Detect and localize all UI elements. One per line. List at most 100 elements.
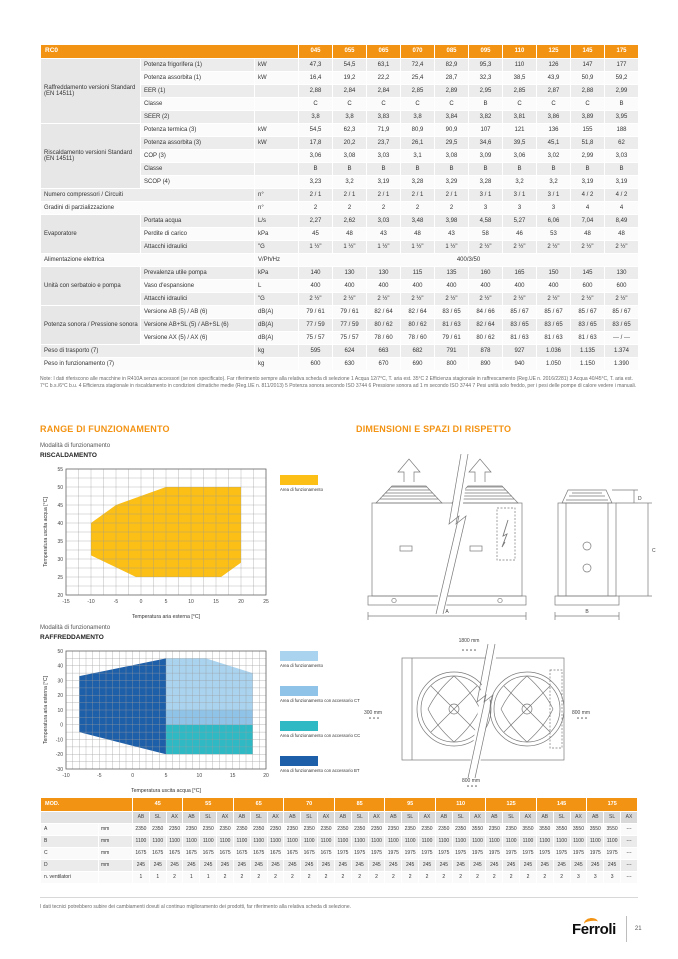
- table-cell: 1 ½": [298, 240, 333, 254]
- table-cell: 1975: [535, 847, 554, 860]
- table-cell: 80,9: [400, 123, 435, 137]
- table-cell: 19,2: [332, 71, 367, 85]
- table-cell: 2350: [216, 823, 234, 836]
- table-cell: 1.390: [604, 357, 639, 371]
- table-cell: 83 / 65: [570, 318, 605, 332]
- table-cell: 1100: [468, 835, 487, 848]
- table-row: n. ventilatori 1 1 2 1 1 2 2 2 2 2 2 2 2 2 2 2 2 2 2 2 2 2 2 2 2 2…: [40, 871, 638, 884]
- table-cell: 245: [148, 859, 167, 872]
- table-cell: 3550: [519, 823, 537, 836]
- row-unit: [254, 84, 299, 98]
- heat-chart-svg: -15 -10 -5 0 5 10 15 20 25 20 25 30 35 40 45 50 55 Temper…: [43, 467, 269, 620]
- table-cell: 1975: [468, 847, 487, 860]
- table-cell: 23,7: [366, 136, 401, 150]
- table-cell: 2,88: [298, 84, 333, 98]
- row-unit: mm: [98, 847, 133, 860]
- table-cell: 2 / 1: [434, 188, 469, 202]
- y-tick-label: 20: [57, 693, 63, 699]
- table-cell: 53: [536, 227, 571, 241]
- table-cell: 6,06: [536, 214, 571, 228]
- table-cell: 2: [485, 871, 504, 884]
- cooling-chart-subtitle: Modalità di funzionamento: [40, 625, 111, 631]
- y-tick-label: 50: [57, 485, 63, 491]
- table-cell: 1100: [317, 835, 335, 848]
- table-cell: 79 / 61: [298, 305, 333, 319]
- table-cell: 1100: [132, 835, 150, 848]
- section-title-range: RANGE DI FUNZIONAMENTO: [40, 424, 170, 434]
- row-unit: kg: [254, 357, 299, 371]
- table-cell: 3: [536, 201, 571, 215]
- table-cell: 1975: [569, 847, 588, 860]
- model-column-header: 125: [536, 44, 571, 59]
- main-table-header-row: RC0 045 055 065 070 085 095 110 125 145 175: [40, 44, 639, 59]
- version-column-header: AX: [468, 811, 487, 824]
- table-cell: 83 / 65: [502, 318, 537, 332]
- row-label: Prevalenza utile pompa: [140, 266, 255, 280]
- table-cell: 3,95: [604, 110, 639, 124]
- table-cell: 81 / 63: [502, 331, 537, 345]
- table-cell: 245: [165, 859, 184, 872]
- version-column-header: AX: [367, 811, 386, 824]
- mod-table-title: MOD.: [40, 797, 133, 812]
- table-cell: 81 / 63: [570, 331, 605, 345]
- table-cell: 54,5: [332, 58, 367, 72]
- row-unit: kPa: [254, 227, 299, 241]
- version-column-header: AX: [569, 811, 588, 824]
- row-label: D: [40, 859, 99, 872]
- x-tick-label: -10: [87, 599, 94, 605]
- table-cell: 600: [604, 279, 639, 293]
- table-cell: 2: [249, 871, 268, 884]
- x-tick-label: 15: [213, 599, 219, 605]
- table-cell: 45,1: [536, 136, 571, 150]
- table-cell: 2: [451, 871, 470, 884]
- table-cell: 245: [384, 859, 403, 872]
- table-cell: 29,5: [434, 136, 469, 150]
- table-cell: 2,84: [366, 84, 401, 98]
- table-cell: 2 ½": [570, 240, 605, 254]
- legend-item: Area di funzionamento con accessorio BT: [280, 756, 376, 773]
- table-cell: 400: [502, 279, 537, 293]
- table-cell: 81 / 63: [536, 331, 571, 345]
- table-cell: 624: [332, 344, 367, 358]
- row-unit: kW: [254, 71, 299, 85]
- table-cell: 1675: [283, 847, 302, 860]
- version-column-header: AB: [485, 811, 504, 824]
- table-cell: 82 / 64: [400, 305, 435, 319]
- table-cell: 3,28: [468, 175, 503, 189]
- model-column-header: 065: [366, 44, 401, 59]
- table-cell: 2 ½": [468, 240, 503, 254]
- table-cell: 2: [333, 871, 352, 884]
- table-cell: 46: [502, 227, 537, 241]
- table-cell: 245: [451, 859, 470, 872]
- row-group-label: Potenza sonora / Pressione sonora: [40, 305, 141, 345]
- legend-item: Area di funzionamento: [280, 475, 376, 492]
- table-cell: 2 / 1: [298, 188, 333, 202]
- row-unit: dB(A): [254, 331, 299, 345]
- table-cell: 4,58: [468, 214, 503, 228]
- table-cell: 2: [300, 871, 319, 884]
- row-label: EER (1): [140, 84, 255, 98]
- row-label: Peso di trasporto (7): [40, 344, 255, 358]
- table-cell: 20,2: [332, 136, 367, 150]
- row-unit: kW: [254, 123, 299, 137]
- dimension-label-a: A: [445, 609, 449, 615]
- table-cell: 3,89: [570, 110, 605, 124]
- table-cell: 2 ½": [400, 292, 435, 306]
- x-tick-label: -15: [62, 599, 69, 605]
- clearance-bottom-label: 800 mm: [462, 778, 480, 784]
- table-cell: 2,87: [536, 84, 571, 98]
- table-cell: 245: [535, 859, 554, 872]
- table-cell: 1675: [216, 847, 234, 860]
- table-cell: 1100: [519, 835, 537, 848]
- table-cell: 115: [400, 266, 435, 280]
- row-group-label: Evaporatore: [40, 214, 141, 254]
- x-tick-label: 0: [131, 773, 134, 779]
- table-cell: 245: [502, 859, 521, 872]
- model-column-header: 175: [604, 44, 639, 59]
- table-cell: 600: [298, 357, 333, 371]
- row-label: Versione AB (5) / AB (6): [140, 305, 255, 319]
- x-tick-label: 25: [263, 599, 269, 605]
- table-cell: 3,19: [604, 175, 639, 189]
